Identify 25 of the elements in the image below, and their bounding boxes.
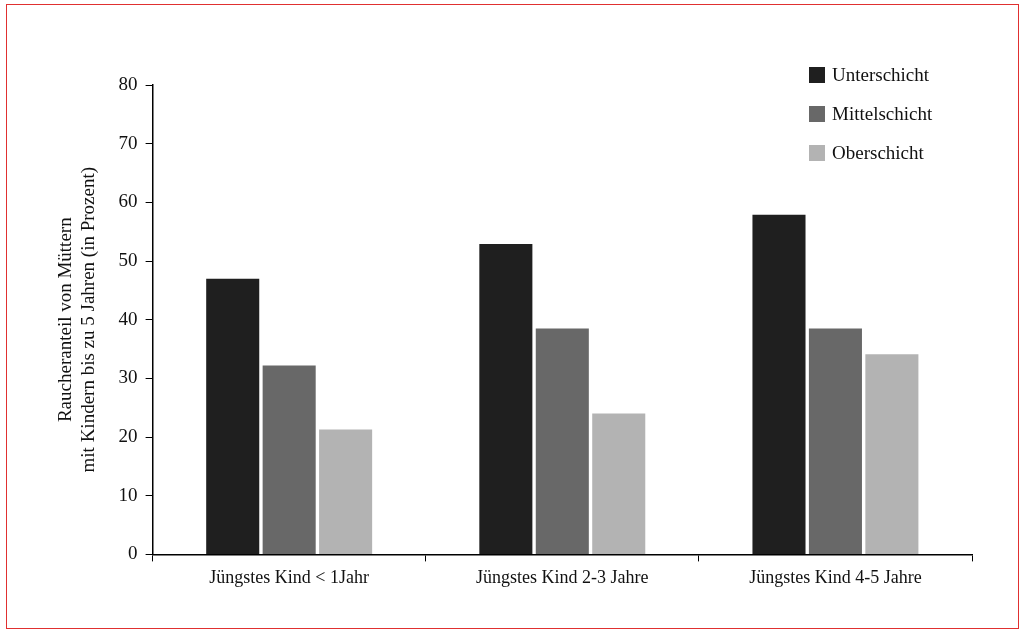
y-tick-label: 0 xyxy=(128,542,138,564)
bar xyxy=(206,278,260,554)
bar xyxy=(752,214,806,554)
bar xyxy=(808,328,862,554)
bar xyxy=(865,354,919,554)
y-tick-label: 20 xyxy=(118,425,138,447)
x-tick-label: Jüngstes Kind < 1Jahr xyxy=(209,566,369,587)
y-tick-label: 60 xyxy=(118,190,138,212)
y-axis-title: Raucheranteil von Müttern mit Kindern bis zu 5 Jahren (in Prozent) xyxy=(54,166,100,473)
legend-label: Mittelschicht xyxy=(832,102,933,125)
legend-label: Unterschicht xyxy=(832,63,930,86)
bar xyxy=(262,365,316,554)
y-tick-label: 10 xyxy=(118,483,138,505)
bar xyxy=(592,413,646,554)
y-tick-label: 30 xyxy=(118,366,138,388)
bar xyxy=(535,328,589,554)
y-tick-label: 70 xyxy=(118,131,138,153)
x-tick-label: Jüngstes Kind 4-5 Jahre xyxy=(749,566,922,587)
y-tick-label: 80 xyxy=(118,72,138,94)
bar xyxy=(479,244,533,554)
legend-label: Oberschicht xyxy=(832,141,924,164)
y-tick-label: 40 xyxy=(118,307,138,329)
bar xyxy=(319,429,373,554)
x-tick-label: Jüngstes Kind 2-3 Jahre xyxy=(476,566,649,587)
y-tick-label: 50 xyxy=(118,249,138,271)
